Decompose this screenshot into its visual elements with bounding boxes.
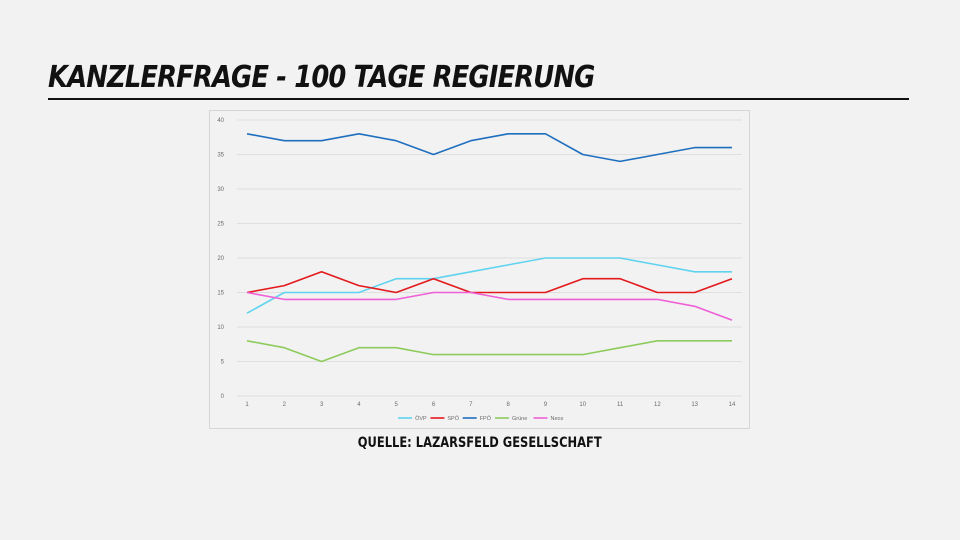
x-tick-label: 6: [432, 402, 436, 408]
series-line-övp: [246, 257, 732, 314]
x-tick-label: 2: [283, 402, 287, 408]
x-tick-label: 13: [691, 402, 698, 408]
y-tick-label: 0: [221, 394, 225, 400]
y-tick-label: 25: [217, 222, 224, 228]
series-line-grüne: [246, 340, 732, 363]
y-tick-label: 35: [217, 153, 224, 159]
source-text: QUELLE: LAZARSFELD GESELLSCHAFT: [358, 435, 602, 451]
legend-label: Grüne: [512, 416, 527, 422]
x-tick-label: 11: [617, 402, 624, 408]
title-underline: [48, 98, 909, 100]
source-caption: QUELLE: LAZARSFELD GESELLSCHAFT: [0, 435, 960, 451]
x-tick-label: 4: [357, 402, 361, 408]
line-chart: 0 5 10 15 20 25 30 35 40 1 2 3 4 5 6 7 8 9 10 11 12 13 14 ÖVP SP…: [209, 110, 750, 429]
x-tick-label: 9: [544, 402, 548, 408]
y-tick-label: 30: [217, 187, 224, 193]
x-tick-label: 3: [320, 402, 324, 408]
x-tick-label: 7: [469, 402, 473, 408]
y-tick-label: 10: [217, 325, 224, 331]
x-tick-label: 1: [245, 402, 249, 408]
series-line-fpö: [246, 132, 732, 163]
legend-label: Neos: [551, 416, 564, 422]
legend-label: ÖVP: [415, 415, 427, 422]
legend-label: SPÖ: [447, 415, 459, 422]
series-line-spö: [246, 271, 733, 294]
y-tick-label: 5: [221, 360, 225, 366]
y-tick-label: 15: [217, 291, 224, 297]
x-tick-label: 12: [654, 402, 661, 408]
y-tick-label: 20: [217, 256, 224, 262]
x-tick-label: 10: [579, 402, 586, 408]
x-tick-label: 14: [729, 402, 736, 408]
x-tick-label: 5: [395, 402, 399, 408]
slide-title: KANZLERFRAGE - 100 TAGE REGIERUNG: [48, 60, 595, 95]
y-tick-label: 40: [217, 118, 224, 124]
x-tick-label: 8: [506, 402, 510, 408]
legend-label: FPÖ: [480, 415, 492, 422]
series-line-neos: [246, 291, 733, 321]
